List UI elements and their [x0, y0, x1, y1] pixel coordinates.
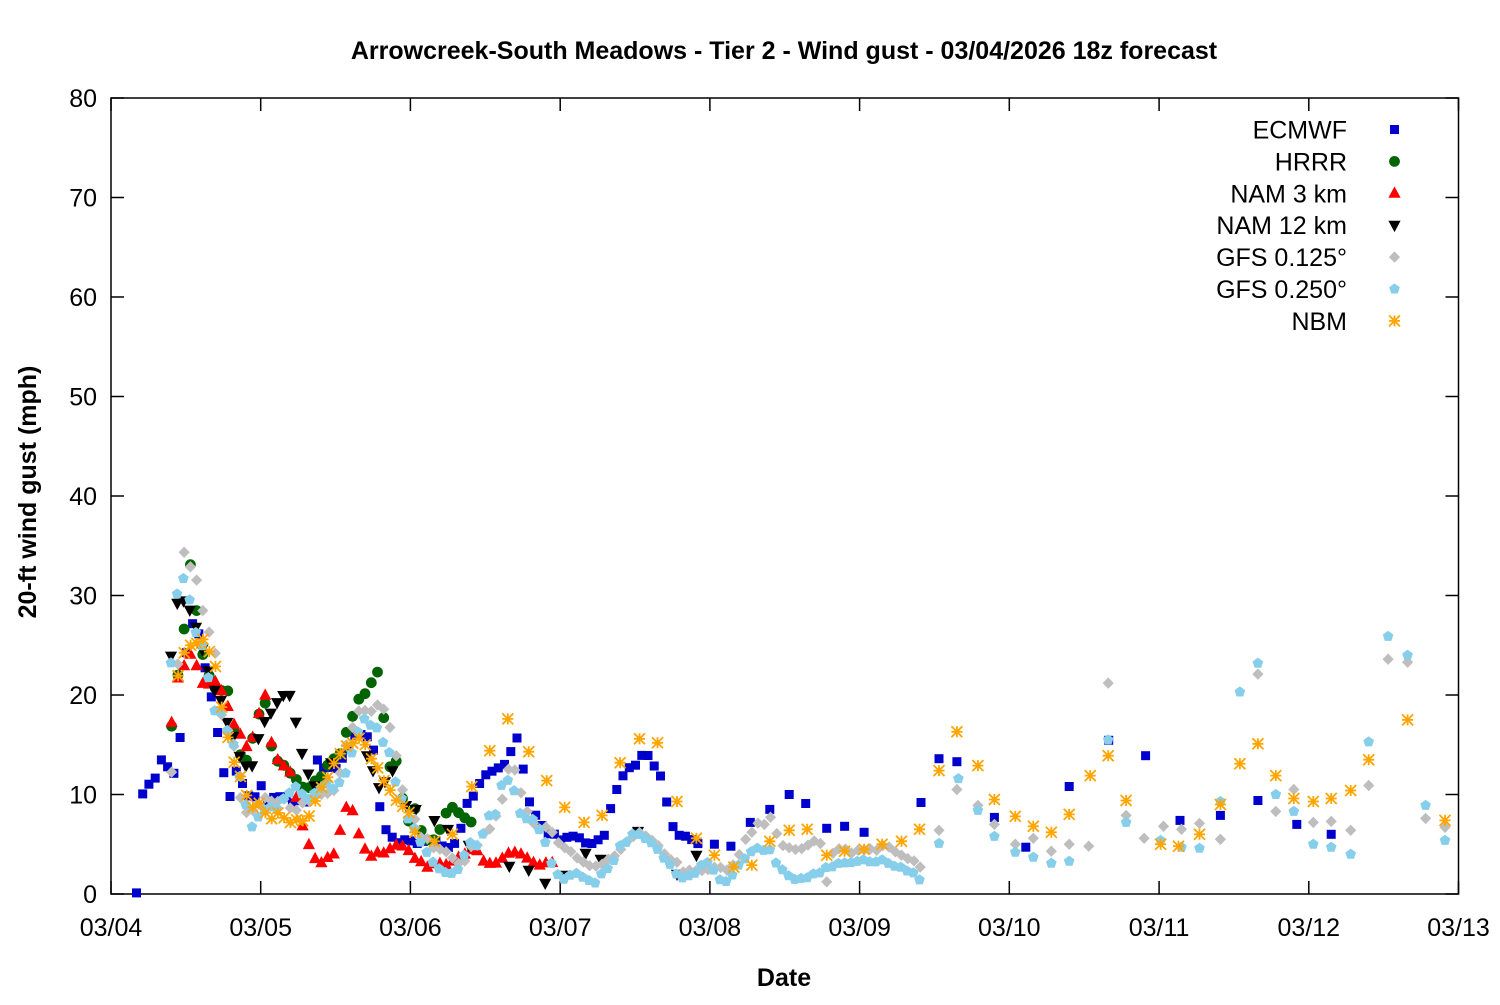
svg-text:03/06: 03/06 [379, 914, 442, 942]
svg-text:NAM 3 km: NAM 3 km [1230, 180, 1347, 208]
svg-text:GFS 0.250°: GFS 0.250° [1216, 276, 1347, 304]
svg-text:03/07: 03/07 [529, 914, 592, 942]
svg-text:03/11: 03/11 [1129, 914, 1190, 942]
svg-text:ECMWF: ECMWF [1253, 117, 1347, 145]
svg-text:80: 80 [69, 85, 97, 113]
svg-text:Date: Date [757, 964, 811, 992]
svg-text:03/09: 03/09 [828, 914, 891, 942]
svg-text:30: 30 [69, 583, 97, 611]
svg-text:60: 60 [69, 284, 97, 312]
svg-text:03/08: 03/08 [679, 914, 742, 942]
svg-text:03/10: 03/10 [978, 914, 1041, 942]
svg-text:40: 40 [69, 483, 97, 511]
svg-text:50: 50 [69, 384, 97, 412]
svg-text:03/04: 03/04 [80, 914, 143, 942]
svg-text:03/05: 03/05 [229, 914, 292, 942]
svg-text:10: 10 [69, 782, 97, 810]
svg-text:03/13: 03/13 [1427, 914, 1490, 942]
svg-text:NAM 12 km: NAM 12 km [1216, 212, 1347, 240]
svg-text:70: 70 [69, 185, 97, 213]
svg-text:Arrowcreek-South Meadows - Tie: Arrowcreek-South Meadows - Tier 2 - Wind… [351, 37, 1218, 65]
svg-text:20-ft wind gust (mph): 20-ft wind gust (mph) [14, 366, 42, 619]
svg-text:NBM: NBM [1291, 308, 1347, 336]
svg-text:HRRR: HRRR [1275, 148, 1347, 176]
svg-text:GFS 0.125°: GFS 0.125° [1216, 244, 1347, 272]
svg-text:03/12: 03/12 [1278, 914, 1341, 942]
svg-text:20: 20 [69, 682, 97, 710]
svg-text:0: 0 [83, 881, 97, 909]
